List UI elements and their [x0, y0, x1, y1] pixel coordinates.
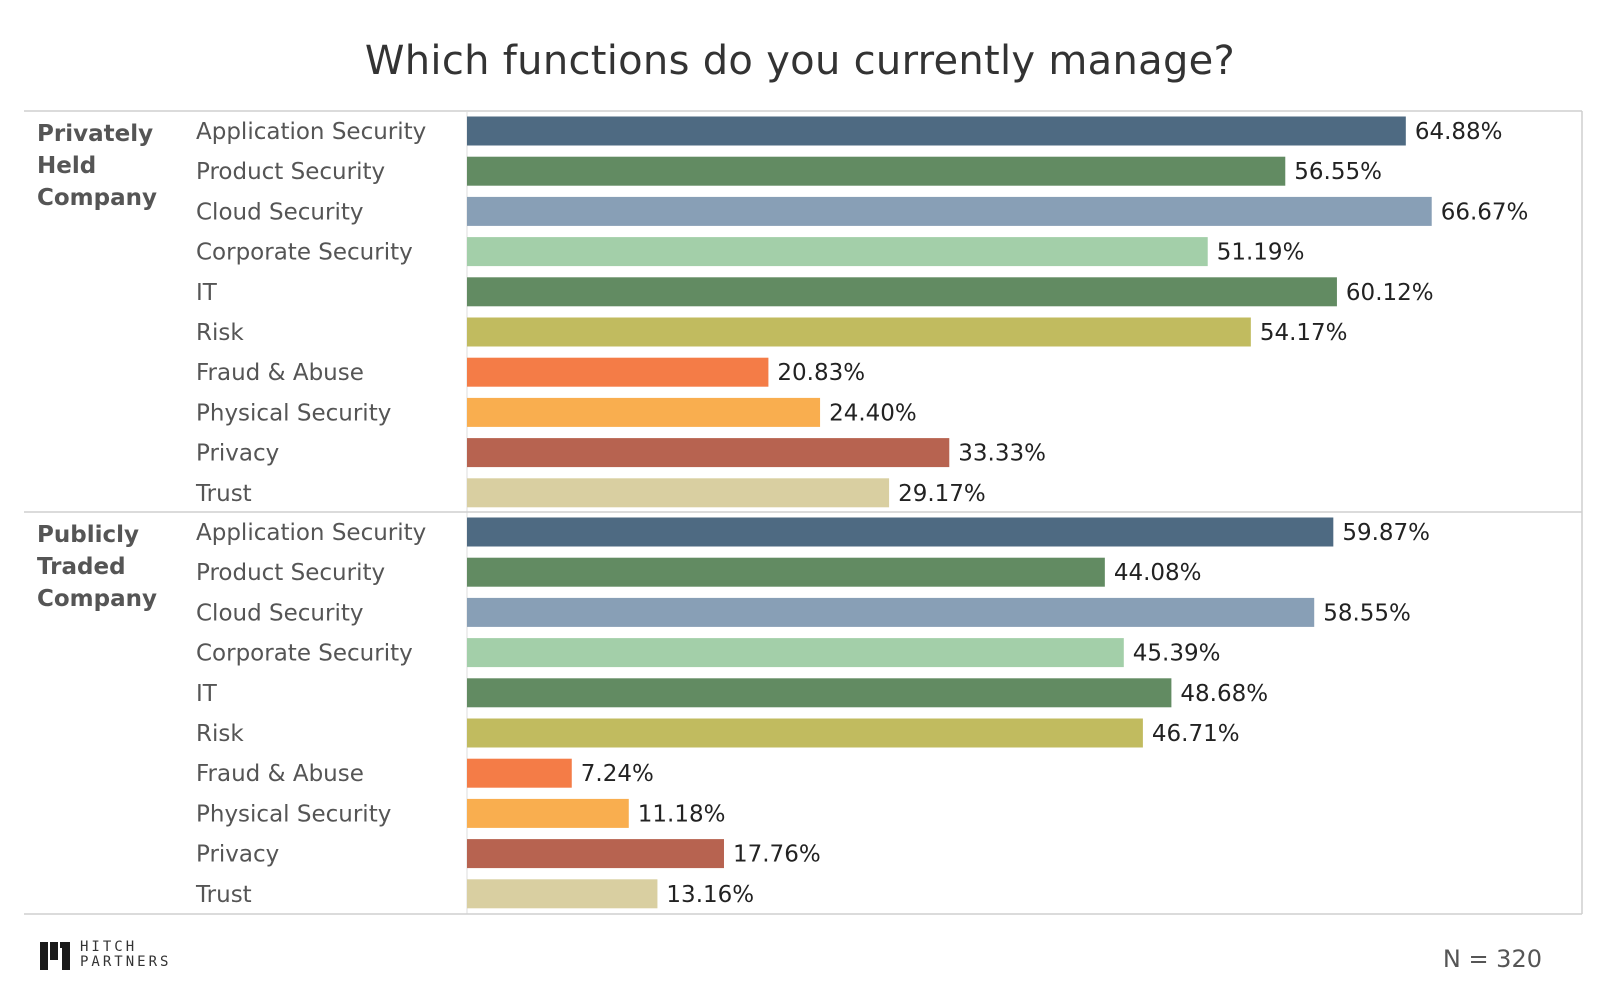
bar	[467, 758, 572, 788]
bar	[467, 879, 658, 909]
logo-mark-icon	[40, 942, 70, 970]
data-label: 59.87%	[1342, 520, 1430, 546]
bar	[467, 597, 1315, 627]
bar	[467, 277, 1337, 307]
category-label: Risk	[196, 721, 244, 747]
bar	[467, 237, 1208, 267]
data-label: 56.55%	[1294, 159, 1382, 185]
group-label: Privately	[37, 121, 153, 147]
logo-line1: HITCH	[80, 939, 138, 955]
bar	[467, 438, 950, 468]
category-label: Application Security	[196, 520, 426, 546]
data-label: 44.08%	[1114, 560, 1202, 586]
category-label: Trust	[195, 882, 252, 908]
data-label: 20.83%	[777, 360, 865, 386]
category-label: Corporate Security	[196, 641, 413, 667]
category-label: Physical Security	[196, 801, 391, 827]
bar	[467, 156, 1286, 186]
category-label: IT	[196, 280, 218, 306]
category-label: Product Security	[196, 560, 385, 586]
data-label: 64.88%	[1415, 119, 1503, 145]
category-label: Fraud & Abuse	[196, 360, 364, 386]
data-label: 7.24%	[581, 761, 654, 787]
group-label: Company	[37, 185, 157, 211]
category-label: Product Security	[196, 159, 385, 185]
bar	[467, 557, 1105, 587]
category-label: Physical Security	[196, 400, 391, 426]
data-label: 17.76%	[733, 842, 821, 868]
bar	[467, 638, 1124, 668]
data-label: 58.55%	[1323, 600, 1411, 626]
bar	[467, 718, 1143, 748]
category-label: Fraud & Abuse	[196, 761, 364, 787]
data-label: 33.33%	[958, 441, 1046, 467]
logo-line2: PARTNERS	[80, 954, 172, 970]
category-label: Risk	[196, 320, 244, 346]
category-label: Trust	[195, 481, 252, 507]
hitch-partners-logo: HITCH PARTNERS	[38, 938, 171, 972]
category-label: Privacy	[196, 842, 279, 868]
bar	[467, 478, 890, 508]
category-label: Corporate Security	[196, 240, 413, 266]
data-label: 13.16%	[666, 882, 754, 908]
chart-title: Which functions do you currently manage?	[364, 38, 1236, 84]
bar	[467, 116, 1406, 146]
data-label: 24.40%	[829, 400, 917, 426]
data-label: 46.71%	[1152, 721, 1240, 747]
group-label: Traded	[37, 554, 126, 580]
sample-size-note: N = 320	[1442, 945, 1542, 973]
bar	[467, 317, 1251, 347]
data-label: 29.17%	[898, 481, 986, 507]
bar	[467, 357, 769, 387]
data-label: 51.19%	[1217, 240, 1305, 266]
logo-text: HITCH PARTNERS	[80, 940, 171, 970]
data-label: 66.67%	[1441, 199, 1529, 225]
data-label: 54.17%	[1260, 320, 1348, 346]
bar	[467, 517, 1334, 547]
data-label: 11.18%	[638, 801, 726, 827]
category-label: Cloud Security	[196, 600, 363, 626]
bar	[467, 839, 724, 869]
category-label: Application Security	[196, 119, 426, 145]
group-label: Held	[37, 153, 96, 179]
group-label: Company	[37, 586, 157, 612]
bar	[467, 397, 821, 427]
bar	[467, 798, 629, 828]
category-label: Privacy	[196, 441, 279, 467]
category-label: Cloud Security	[196, 199, 363, 225]
data-label: 60.12%	[1346, 280, 1434, 306]
bar	[467, 196, 1432, 226]
category-label: IT	[196, 681, 218, 707]
bar	[467, 678, 1172, 708]
data-label: 45.39%	[1133, 641, 1221, 667]
data-label: 48.68%	[1180, 681, 1268, 707]
group-label: Publicly	[37, 522, 139, 548]
